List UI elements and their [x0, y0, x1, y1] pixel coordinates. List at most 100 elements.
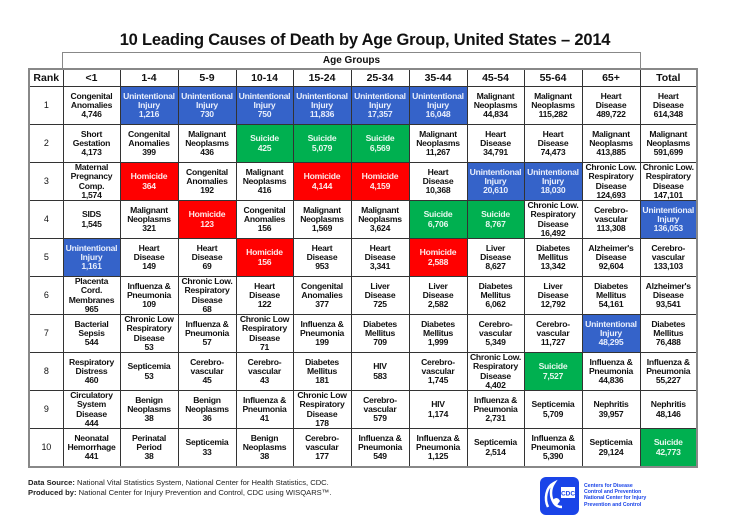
cause-name: Homicide: [130, 171, 168, 182]
death-count: 20,610: [483, 185, 508, 196]
cause-cell: Unintentional Injury 136,053: [639, 200, 698, 239]
cause-cell: Liver Disease 725: [350, 276, 410, 315]
cause-name: Influenza & Pneumonia: [357, 432, 403, 452]
age-group-column-header: 10-14: [235, 68, 294, 87]
cause-name: Malignant Neoplasms: [300, 204, 344, 224]
cause-cell: Heart Disease 74,473: [523, 124, 583, 163]
death-count: 8,627: [485, 261, 506, 272]
data-source-text: National Vital Statistics System, Nation…: [74, 478, 329, 487]
column-header-row: Rank <1 1-4 5-9 10-14 15-24 25-34 35-44 45-54 55-…: [28, 68, 698, 87]
death-count: 109: [142, 299, 156, 310]
cause-cell: Homicide 364: [119, 162, 179, 201]
death-count: 18,030: [540, 185, 566, 196]
death-count: 5,709: [542, 408, 564, 419]
cause-cell: Diabetes Mellitus 6,062: [466, 276, 525, 315]
hhs-cdc-logo-icon: CDC: [540, 477, 579, 515]
cause-cell: Suicide 7,527: [523, 352, 583, 391]
cause-cell: Malignant Neoplasms 1,569: [292, 200, 352, 239]
death-count: 53: [144, 341, 154, 352]
cause-name: Suicide: [250, 133, 279, 144]
death-count: 1,216: [138, 109, 160, 120]
svg-text:CDC: CDC: [561, 491, 575, 498]
death-count: 71: [259, 341, 270, 352]
cause-name: HIV: [373, 361, 387, 372]
death-count: 2,588: [427, 256, 449, 267]
cause-cell: Heart Disease 122: [235, 276, 294, 315]
cause-name: Influenza & Pneumonia: [415, 432, 461, 452]
cause-cell: Cerebro- vascular 177: [292, 428, 352, 468]
produced-by-line: Produced by: National Center for Injury …: [28, 488, 331, 498]
cause-cell: Heart Disease 34,791: [466, 124, 525, 163]
death-count: 1,161: [81, 261, 102, 272]
cause-cell: Suicide 425: [235, 124, 294, 163]
cause-cell: Cerebro- vascular 5,349: [466, 314, 525, 353]
cause-cell: Influenza & Pneumonia 44,836: [581, 352, 641, 391]
cause-name: Suicide: [481, 209, 510, 220]
cause-name: Malignant Neoplasms: [358, 204, 402, 224]
cause-cell: Cerebro- vascular 579: [350, 390, 410, 429]
cause-name: Heart Disease: [537, 128, 569, 148]
cause-name: Malignant Neoplasms: [127, 204, 171, 224]
death-count: 57: [202, 337, 212, 348]
table-row: 5 Unintentional Injury 1,161 Heart Disease…: [28, 238, 698, 277]
table-row: 9 Circulatory System Disease 444 Benign Ne…: [28, 390, 698, 429]
cause-cell: Diabetes Mellitus 76,488: [639, 314, 698, 353]
cause-name: Circulatory System Disease: [70, 390, 113, 419]
cause-name: Homicide: [246, 247, 283, 258]
cause-cell: Congenital Anomalies 4,746: [62, 86, 121, 125]
death-count: 29,124: [598, 446, 624, 457]
cause-cell: Unintentional Injury 1,216: [119, 86, 179, 125]
cause-name: Suicide: [307, 133, 337, 144]
death-count: 11,267: [425, 147, 451, 158]
cause-cell: Neonatal Hemorrhage 441: [62, 428, 121, 468]
cause-name: Neonatal Hemorrhage: [67, 432, 116, 452]
cause-cell: Suicide 5,079: [292, 124, 352, 163]
cause-cell: Heart Disease 10,368: [408, 162, 468, 201]
table-row: 7 Bacterial Sepsis 544 Chronic Low Respira…: [28, 314, 698, 353]
rank-cell: 8: [28, 352, 64, 391]
death-count: 122: [257, 299, 272, 310]
cause-name: Unintentional Injury: [412, 90, 464, 110]
cause-name: Unintentional Injury: [469, 166, 522, 186]
death-count: 39,957: [598, 408, 624, 419]
death-count: 730: [200, 109, 214, 120]
death-count: 460: [84, 375, 99, 386]
cause-cell: Influenza & Pneumonia 41: [235, 390, 294, 429]
cause-name: Cerebro- vascular: [305, 432, 339, 452]
cause-name: Unintentional Injury: [238, 90, 291, 110]
cause-name: Homicide: [419, 247, 457, 258]
death-count: 43: [259, 375, 270, 386]
cause-cell: Cerebro- vascular 113,308: [581, 200, 641, 239]
death-count: 123: [200, 218, 214, 229]
death-count: 1,574: [81, 189, 102, 200]
death-count: 413,885: [596, 147, 626, 158]
cause-name: Heart Disease: [133, 242, 165, 262]
death-count: 1,745: [427, 375, 449, 386]
cause-name: Cerebro- vascular: [190, 356, 224, 376]
cause-cell: Chronic Low. Respiratory Disease 16,492: [523, 200, 583, 239]
cause-name: Heart Disease: [652, 90, 684, 110]
cause-name: Respiratory Distress: [68, 356, 114, 376]
cause-name: Congenital Anomalies: [301, 280, 343, 300]
rank-cell: 7: [28, 314, 64, 353]
death-count: 2,582: [427, 299, 449, 310]
cause-name: Cerebro- vascular: [594, 204, 628, 224]
death-count: 750: [257, 109, 272, 120]
death-count: 44,836: [598, 375, 624, 386]
cause-cell: Diabetes Mellitus 1,999: [408, 314, 468, 353]
table-row: 10 Neonatal Hemorrhage 441 Perinatal Perio…: [28, 428, 698, 468]
cause-cell: Septicemia 5,709: [523, 390, 583, 429]
cause-name: Malignant Neoplasms: [416, 128, 460, 148]
cause-name: Nephritis: [650, 399, 686, 410]
death-count: 3,624: [369, 223, 391, 234]
death-count: 55,227: [655, 375, 681, 386]
cause-cell: Heart Disease 3,341: [350, 238, 410, 277]
death-count: 3,341: [369, 261, 391, 272]
cause-name: Unintentional Injury: [527, 166, 579, 186]
cause-name: Septicemia: [589, 437, 633, 448]
death-count: 16,492: [540, 227, 566, 238]
produced-by-text: National Center for Injury Prevention an…: [76, 488, 332, 497]
cause-cell: Congenital Anomalies 399: [119, 124, 179, 163]
cause-cell: Unintentional Injury 11,836: [292, 86, 352, 125]
death-count: 5,390: [542, 451, 564, 462]
